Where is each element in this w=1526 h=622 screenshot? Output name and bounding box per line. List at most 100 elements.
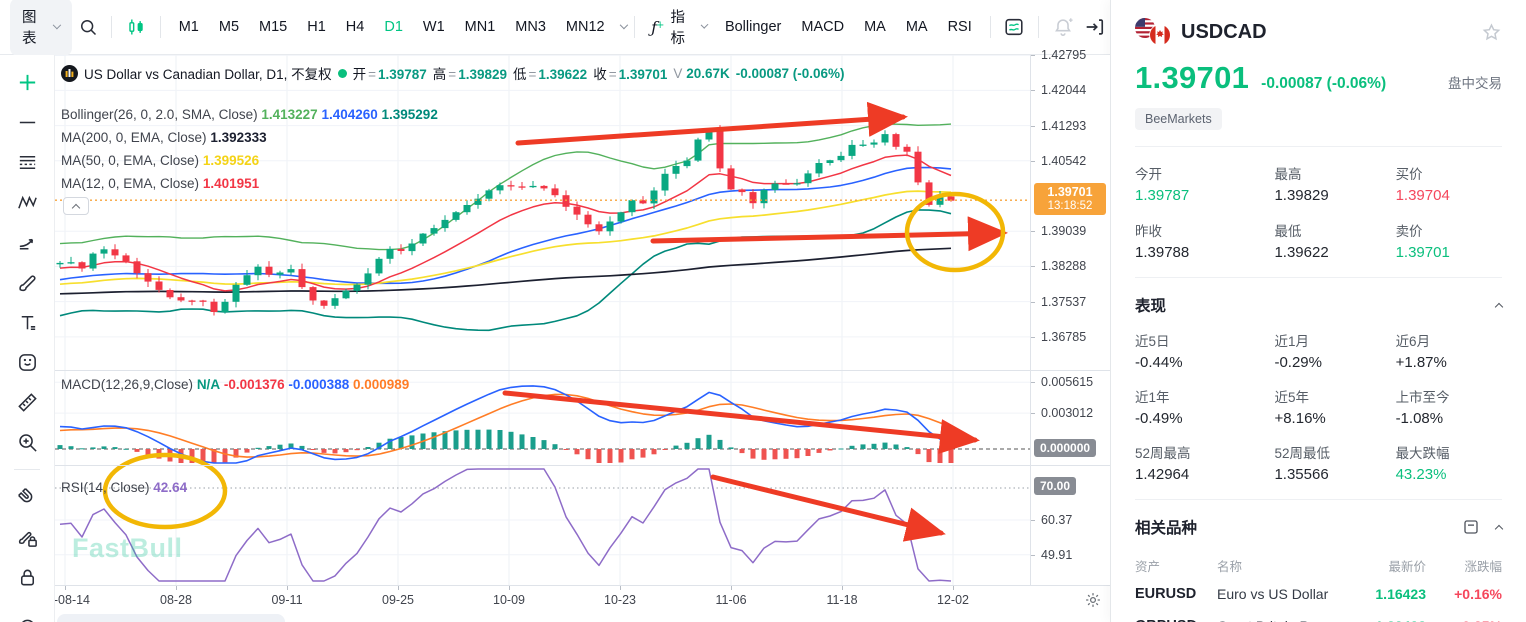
performance-stat: 近1年 -0.49% <box>1135 390 1183 427</box>
emoji-tool-button[interactable] <box>10 345 44 379</box>
axis-tick-label: 49.91 <box>1041 548 1073 562</box>
date-tick-label: 09-11 <box>271 593 303 607</box>
gear-icon <box>1086 593 1100 607</box>
axis-tick-label: 1.41293 <box>1041 119 1087 133</box>
chart-menu-button[interactable]: 图表 <box>10 0 72 56</box>
timeframe-mn12[interactable]: MN12 <box>565 19 605 35</box>
axis-tick-label: 60.37 <box>1041 513 1073 527</box>
drawing-tools-sidebar <box>0 55 55 622</box>
bottom-tab-sliver[interactable] <box>57 614 285 622</box>
magnet-icon <box>17 487 32 502</box>
crosshair-plus-tool-button[interactable] <box>10 65 44 99</box>
indicator-button-bollinger[interactable]: Bollinger <box>724 19 782 35</box>
layout-compare-icon <box>1005 18 1023 36</box>
indicators-button[interactable]: ƒ+ 指标 <box>643 6 715 48</box>
indicator-button-macd[interactable]: MACD <box>801 19 845 35</box>
ma12-legend: MA(12, 0, EMA, Close) 1.401951 <box>61 176 260 191</box>
timeframe-h4[interactable]: H4 <box>345 19 365 35</box>
search-icon <box>80 20 96 36</box>
text-tool-button[interactable] <box>10 305 44 339</box>
symbol-logo-icon <box>61 64 78 82</box>
search-button[interactable] <box>72 10 103 44</box>
pane-separator[interactable] <box>55 370 1110 371</box>
indicator-button-ma-2[interactable]: MA <box>864 19 886 35</box>
timeframe-mn1[interactable]: MN1 <box>464 19 496 35</box>
indicator-button-rsi[interactable]: RSI <box>947 19 972 35</box>
hidden-partial-tool-button[interactable] <box>10 600 44 622</box>
chart-style-button[interactable] <box>120 10 151 44</box>
zoom-in-tool-button[interactable] <box>10 425 44 459</box>
axis-settings-button[interactable] <box>1084 591 1102 609</box>
quote-stat: 今开 1.39787 <box>1135 167 1190 204</box>
brush-tool-button[interactable] <box>10 265 44 299</box>
candlestick-chart <box>55 55 1030 585</box>
timeframe-more-chevron-icon[interactable] <box>619 20 628 30</box>
timeframe-mn3[interactable]: MN3 <box>515 19 546 35</box>
related-section-header: 相关品种 <box>1135 516 1504 538</box>
performance-stat: 近5年 +8.16% <box>1274 390 1326 427</box>
axis-tick-label: 0.005615 <box>1041 375 1094 389</box>
timeframe-h1[interactable]: H1 <box>307 19 326 35</box>
market-open-dot <box>337 68 347 78</box>
axis-tick-label: 1.38288 <box>1041 259 1087 273</box>
collapse-related-chevron-icon[interactable] <box>1494 524 1504 534</box>
timeframe-w1[interactable]: W1 <box>422 19 445 35</box>
date-tick-label: 10-23 <box>604 593 636 607</box>
magnet-tool-button[interactable] <box>10 480 44 514</box>
axis-tick-label: 1.36785 <box>1041 330 1087 344</box>
axis-tick-label: 0.003012 <box>1041 406 1094 420</box>
timeframe-m5[interactable]: M5 <box>218 19 240 35</box>
collapse-legend-button[interactable] <box>63 197 89 215</box>
chart-menu-label: 图表 <box>22 10 37 47</box>
login-panel-button[interactable] <box>1079 10 1110 44</box>
top-toolbar: 图表 M1 M5 M15 H1 H4 D1 W1 MN1 MN3 MN12 ƒ+ 指标 Bolli… <box>0 0 1110 56</box>
alert-button[interactable] <box>1047 10 1078 44</box>
ruler-tool-button[interactable] <box>10 385 44 419</box>
price-axis[interactable]: 1.39701 13:18:52 0.000000 70.00 1.42795 1… <box>1030 48 1110 585</box>
fx-icon: ƒ+ <box>651 17 665 37</box>
time-axis[interactable]: 25-08-14 08-28 09-11 09-25 10-09 10-23 11-06 11… <box>55 585 1110 614</box>
brush-lock-tool-button[interactable] <box>10 520 44 554</box>
wave-pattern-icon <box>17 195 37 209</box>
multi-chart-layout-button[interactable] <box>999 10 1030 44</box>
performance-stat: 52周最低 1.35566 <box>1274 446 1330 483</box>
close-value: 1.39701 <box>618 67 668 82</box>
collapse-performance-chevron-icon[interactable] <box>1494 302 1504 312</box>
indicator-shortcut-list: Bollinger MACD MA MA RSI <box>715 19 982 35</box>
performance-title: 表现 <box>1135 298 1167 315</box>
timeframe-m15[interactable]: M15 <box>259 19 288 35</box>
emoji-icon <box>18 353 36 371</box>
pane-separator[interactable] <box>55 465 1110 466</box>
performance-stat: 上市至今 -1.08% <box>1395 390 1450 427</box>
chart-area[interactable]: US Dollar vs Canadian Dollar, D1, 不复权 开 =… <box>55 55 1030 585</box>
performance-stat: 52周最高 1.42964 <box>1135 446 1191 483</box>
indicator-button-ma-3[interactable]: MA <box>905 19 928 35</box>
performance-stat: 近1月 -0.29% <box>1274 334 1322 371</box>
trend-line-tool-button[interactable] <box>10 105 44 139</box>
fib-lines-tool-button[interactable] <box>10 145 44 179</box>
performance-grid: 近5日 -0.44% 近1月 -0.29% 近6月 +1.87% 近1年 -0.49% 近5年 +… <box>1135 330 1502 483</box>
wave-pattern-tool-button[interactable] <box>10 185 44 219</box>
star-icon <box>1482 22 1501 40</box>
timeframe-m1[interactable]: M1 <box>178 19 199 35</box>
related-symbol-row[interactable]: EURUSD Euro vs US Dollar 1.16423 +0.16% <box>1135 586 1502 602</box>
timeframe-d1[interactable]: D1 <box>384 19 403 35</box>
related-table-header: 资产 名称 最新价 涨跌幅 <box>1135 559 1502 574</box>
date-tick-label: 08-28 <box>160 593 192 607</box>
date-tick-label: 11-06 <box>715 593 747 607</box>
favorite-button[interactable] <box>1481 22 1502 43</box>
list-panel-icon[interactable] <box>1462 518 1480 536</box>
related-title: 相关品种 <box>1135 520 1198 537</box>
crosshair-plus-icon <box>19 74 35 90</box>
macd-legend: MACD(12,26,9,Close) N/A -0.001376 -0.000… <box>61 377 410 392</box>
macd-zero-label: 0.000000 <box>1034 439 1097 457</box>
arrow-line-tool-button[interactable] <box>10 225 44 259</box>
candlestick-icon <box>129 19 143 35</box>
rsi-70-label: 70.00 <box>1034 477 1077 495</box>
performance-stat: 近5日 -0.44% <box>1135 334 1183 371</box>
indicators-label: 指标 <box>670 10 685 47</box>
quote-stat: 买价 1.39704 <box>1395 167 1450 204</box>
related-symbol-row[interactable]: GBPUSDGreat Britain Poun...1.32428+0.25% <box>1135 610 1502 622</box>
lock-tool-button[interactable] <box>10 560 44 594</box>
performance-stat: 最大跌幅 43.23% <box>1395 446 1450 483</box>
